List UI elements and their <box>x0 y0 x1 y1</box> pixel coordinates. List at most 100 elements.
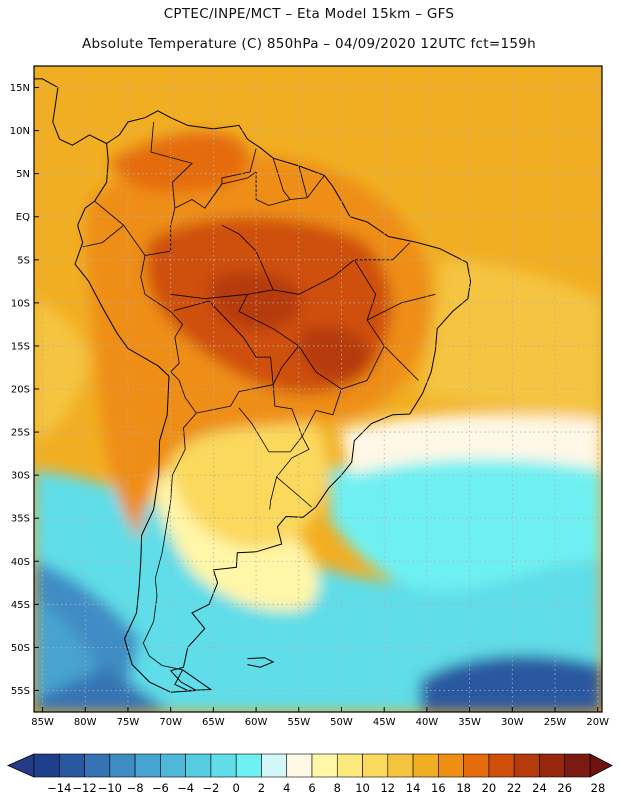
political-border <box>238 384 303 453</box>
colorbar-swatch <box>109 753 136 778</box>
political-border <box>276 436 312 508</box>
orange-north <box>110 131 248 192</box>
lon-tick-label: 20W <box>586 717 609 728</box>
political-border <box>82 224 124 248</box>
political-border <box>255 171 325 206</box>
colorbar-under-arrow <box>7 753 35 778</box>
lon-tick-label: 60W <box>245 717 268 728</box>
lon-tick-label: 50W <box>330 717 353 728</box>
colorbar-swatch <box>539 753 566 778</box>
colorbar-tick-label: 12 <box>380 781 395 795</box>
lat-tick-label: 35S <box>11 514 30 525</box>
political-border <box>150 121 193 209</box>
colorbar-tick-label: 24 <box>532 781 547 795</box>
political-border <box>170 293 248 300</box>
longitude-axis: 85W 80W 75W 70W 65W 60W 55W 50W 45W 40W 35W 30W 25W 2… <box>31 707 609 728</box>
lon-tick-label: 55W <box>287 717 310 728</box>
colorbar-tick-label: 6 <box>308 781 315 795</box>
central-america-coastline <box>34 78 107 146</box>
colorbar-tick-label: 18 <box>456 781 471 795</box>
colorbar-swatch <box>513 753 540 778</box>
lat-tick-label: 55S <box>11 686 30 697</box>
colorbar-tick-label: 22 <box>507 781 522 795</box>
cold-southeast <box>420 655 602 712</box>
colorbar-tick-label: 14 <box>406 781 421 795</box>
colorbar-tick-label: 2 <box>258 781 265 795</box>
colorbar-tick-label: −6 <box>152 781 169 795</box>
lon-tick-label: 70W <box>159 717 182 728</box>
colorbar-tick-label: 28 <box>591 781 606 795</box>
colorbar-swatch <box>33 753 60 778</box>
lat-tick-label: 5S <box>17 255 30 266</box>
cold-ocean-east <box>330 446 602 592</box>
colorbar-swatch <box>336 753 363 778</box>
political-border <box>272 158 291 200</box>
colorbar-swatch <box>488 753 515 778</box>
colorbar-tick-label: 4 <box>283 781 290 795</box>
colorbar-swatch <box>58 753 85 778</box>
cool-pacific <box>34 600 100 700</box>
lon-tick-label: 35W <box>458 717 481 728</box>
lat-tick-label: 45S <box>11 600 30 611</box>
lat-tick-label: 10S <box>11 298 30 309</box>
political-border <box>298 165 308 198</box>
lat-tick-label: 15S <box>11 341 30 352</box>
colorbar-swatch <box>286 753 313 778</box>
lon-tick-label: 75W <box>117 717 140 728</box>
lat-tick-label: 30S <box>11 471 30 482</box>
pacific-yellow <box>34 300 90 440</box>
lat-tick-label: 50S <box>11 643 30 654</box>
political-border <box>142 412 197 671</box>
hot-east <box>298 326 371 381</box>
colorbar-tick-label: −14 <box>47 781 71 795</box>
colorbar-over-arrow <box>589 753 613 778</box>
colorbar-swatch <box>160 753 186 778</box>
lon-tick-label: 30W <box>501 717 524 728</box>
colorbar-tick-label: 8 <box>334 781 341 795</box>
lon-tick-label: 85W <box>31 717 54 728</box>
colorbar-swatch <box>463 753 490 778</box>
political-border <box>366 293 436 321</box>
colorbar-swatch <box>362 753 389 778</box>
colorbar-swatch <box>134 753 161 778</box>
colorbar-tick-label: 16 <box>431 781 446 795</box>
lon-tick-label: 80W <box>74 717 97 728</box>
lon-tick-label: 45W <box>373 717 396 728</box>
colorbar-swatch <box>235 753 262 778</box>
graticule <box>34 66 602 712</box>
colorbar-tick-label: −2 <box>202 781 219 795</box>
colorbar-tick-label: 26 <box>557 781 572 795</box>
map-title-line1: CPTEC/INPE/MCT – Eta Model 15km – GFS <box>163 6 455 22</box>
colorbar: −14 −12 −10 −8 −6 −4 −2 0 2 4 6 8 10 12 14 16 18 20 22 24 26… <box>7 753 613 795</box>
lon-tick-label: 40W <box>416 717 439 728</box>
political-border <box>383 345 419 381</box>
political-border <box>204 148 257 209</box>
lat-tick-label: EQ <box>16 212 30 223</box>
political-border <box>301 388 342 437</box>
lon-tick-label: 25W <box>544 717 567 728</box>
colorbar-swatch <box>210 753 237 778</box>
lat-tick-label: 20S <box>11 385 30 396</box>
colorbar-swatch <box>311 753 338 778</box>
colorbar-swatch <box>564 753 591 778</box>
colorbar-tick-label: 20 <box>482 781 497 795</box>
lat-tick-label: 10N <box>10 126 30 137</box>
lat-tick-label: 25S <box>11 428 30 439</box>
political-border <box>170 300 274 414</box>
mild-band-east <box>340 413 602 475</box>
colorbar-swatch <box>84 753 111 778</box>
lon-tick-label: 65W <box>202 717 225 728</box>
colorbar-tick-label: −12 <box>72 781 96 795</box>
colorbar-tick-label: −10 <box>98 781 122 795</box>
lat-tick-label: 40S <box>11 557 30 568</box>
political-border <box>272 345 300 385</box>
colorbar-tick-label: 10 <box>355 781 370 795</box>
colorbar-tick-label: 0 <box>233 781 240 795</box>
colorbar-swatch <box>185 753 212 778</box>
island-outline <box>247 657 275 668</box>
colorbar-swatch <box>261 753 288 778</box>
political-border <box>269 476 277 510</box>
political-border <box>221 224 274 291</box>
map-title-line2: Absolute Temperature (C) 850hPa – 04/09/… <box>82 36 536 52</box>
